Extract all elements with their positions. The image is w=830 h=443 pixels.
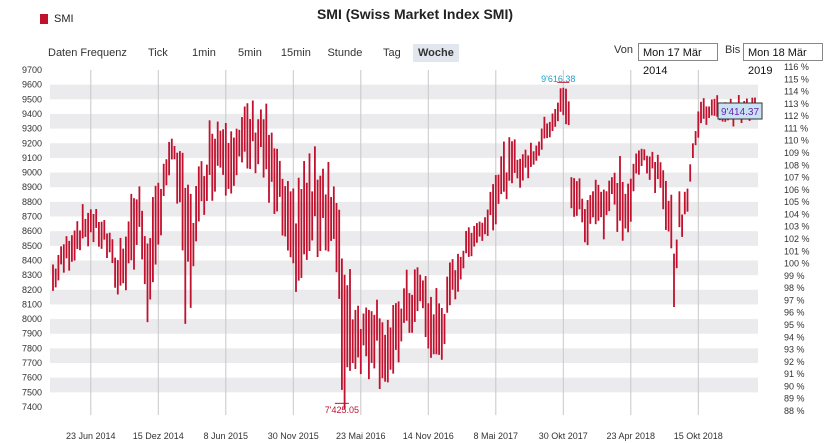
y-right-tick-label: 103 % — [784, 222, 810, 232]
y-right-tick-label: 110 % — [784, 136, 809, 146]
low-label: 7'425.05 — [325, 405, 359, 415]
y-left-tick-label: 8800 — [22, 197, 42, 207]
y-right-tick-label: 93 % — [784, 345, 805, 355]
x-tick-label: 30 Okt 2017 — [539, 431, 588, 441]
tab-1min[interactable]: 1min — [191, 47, 216, 59]
y-left-tick-label: 9300 — [22, 124, 42, 134]
legend-entry: SMI — [54, 13, 74, 25]
y-right-tick-label: 91 % — [784, 369, 805, 379]
frequency-toolbar: Daten Frequenz Tick 1min 5min 15min Stun… — [48, 44, 459, 62]
y-right-tick-label: 111 % — [784, 123, 808, 133]
from-label: Von — [614, 44, 633, 56]
x-tick-label: 30 Nov 2015 — [268, 431, 319, 441]
y-right-tick-label: 116 % — [784, 62, 809, 72]
y-left-tick-label: 9200 — [22, 138, 42, 148]
x-tick-label: 14 Nov 2016 — [403, 431, 454, 441]
grid-band — [50, 377, 758, 393]
tab-woche[interactable]: Woche — [412, 44, 459, 62]
y-right-tick-label: 95 % — [784, 320, 805, 330]
y-right-tick-label: 109 % — [784, 148, 810, 158]
y-left-tick-label: 7400 — [22, 402, 42, 412]
legend-swatch — [40, 14, 48, 24]
y-right-tick-label: 88 % — [784, 406, 805, 416]
tab-tick[interactable]: Tick — [148, 47, 168, 59]
y-right-tick-label: 112 % — [784, 111, 809, 121]
y-right-tick-label: 99 % — [784, 271, 805, 281]
grid-band — [50, 172, 758, 188]
y-left-tick-label: 9700 — [22, 65, 42, 75]
from-date-input[interactable]: Mon 17 Mär 2014 — [638, 43, 718, 77]
y-left-tick-label: 7800 — [22, 343, 42, 353]
y-right-tick-label: 114 % — [784, 87, 809, 97]
y-left-tick-label: 8400 — [22, 255, 42, 265]
y-right-tick-label: 104 % — [784, 209, 810, 219]
y-left-tick-label: 7900 — [22, 329, 42, 339]
y-left-tick-label: 9400 — [22, 109, 42, 119]
grid-band — [50, 260, 758, 276]
y-right-tick-label: 101 % — [784, 246, 810, 256]
x-tick-label: 23 Mai 2016 — [336, 431, 386, 441]
y-left-tick-label: 9600 — [22, 80, 42, 90]
y-right-tick-label: 102 % — [784, 234, 810, 244]
y-right-tick-label: 92 % — [784, 357, 805, 367]
y-right-tick-label: 90 % — [784, 381, 805, 391]
y-left-tick-label: 7500 — [22, 387, 42, 397]
y-left-tick-label: 8900 — [22, 182, 42, 192]
y-right-tick-label: 107 % — [784, 173, 810, 183]
grid-band — [50, 348, 758, 364]
to-label: Bis — [725, 44, 741, 56]
y-left-tick-label: 8300 — [22, 270, 42, 280]
x-tick-label: 15 Okt 2018 — [674, 431, 723, 441]
x-tick-label: 15 Dez 2014 — [133, 431, 184, 441]
high-label: 9'616.38 — [541, 74, 575, 84]
y-left-tick-label: 8500 — [22, 241, 42, 251]
y-right-tick-label: 97 % — [784, 295, 805, 305]
tab-5min[interactable]: 5min — [237, 47, 262, 59]
y-left-tick-label: 8200 — [22, 285, 42, 295]
x-tick-label: 8 Jun 2015 — [204, 431, 249, 441]
y-right-tick-label: 105 % — [784, 197, 810, 207]
y-right-tick-label: 108 % — [784, 160, 810, 170]
y-right-tick-label: 98 % — [784, 283, 805, 293]
tab-15min[interactable]: 15min — [280, 47, 311, 59]
y-right-tick-label: 94 % — [784, 332, 805, 342]
y-left-tick-label: 7700 — [22, 358, 42, 368]
y-left-tick-label: 8700 — [22, 212, 42, 222]
grid-band — [50, 84, 758, 100]
y-left-tick-label: 7600 — [22, 373, 42, 383]
y-right-tick-label: 100 % — [784, 259, 810, 269]
tab-stunde[interactable]: Stunde — [327, 47, 363, 59]
grid-band — [50, 319, 758, 334]
y-left-tick-label: 9000 — [22, 168, 42, 178]
chart-title: SMI (Swiss Market Index SMI) — [316, 6, 514, 22]
y-right-tick-label: 113 % — [784, 99, 809, 109]
legend: SMI — [40, 13, 74, 25]
last-value-label: 9'414.37 — [721, 107, 759, 118]
frequency-label: Daten Frequenz — [48, 47, 127, 59]
y-right-tick-label: 106 % — [784, 185, 810, 195]
x-tick-label: 8 Mai 2017 — [474, 431, 519, 441]
x-tick-label: 23 Apr 2018 — [607, 431, 656, 441]
y-left-tick-label: 8100 — [22, 299, 42, 309]
grid-band — [50, 143, 758, 158]
y-left-tick-label: 9500 — [22, 94, 42, 104]
grid-band — [50, 113, 758, 129]
frequency-tabs: Tick 1min 5min 15min Stunde Tag Woche — [135, 44, 459, 62]
to-date-input[interactable]: Mon 18 Mär 2019 — [743, 43, 823, 77]
y-left-tick-label: 9100 — [22, 153, 42, 163]
grid-band — [50, 201, 758, 217]
grid-band — [50, 231, 758, 246]
y-right-tick-label: 96 % — [784, 308, 805, 318]
y-right-tick-label: 89 % — [784, 394, 805, 404]
last-value-box — [717, 102, 763, 120]
x-tick-label: 23 Jun 2014 — [66, 431, 116, 441]
y-left-tick-label: 8600 — [22, 226, 42, 236]
tab-tag[interactable]: Tag — [383, 47, 401, 59]
y-right-tick-label: 115 % — [784, 74, 809, 84]
y-left-tick-label: 8000 — [22, 314, 42, 324]
